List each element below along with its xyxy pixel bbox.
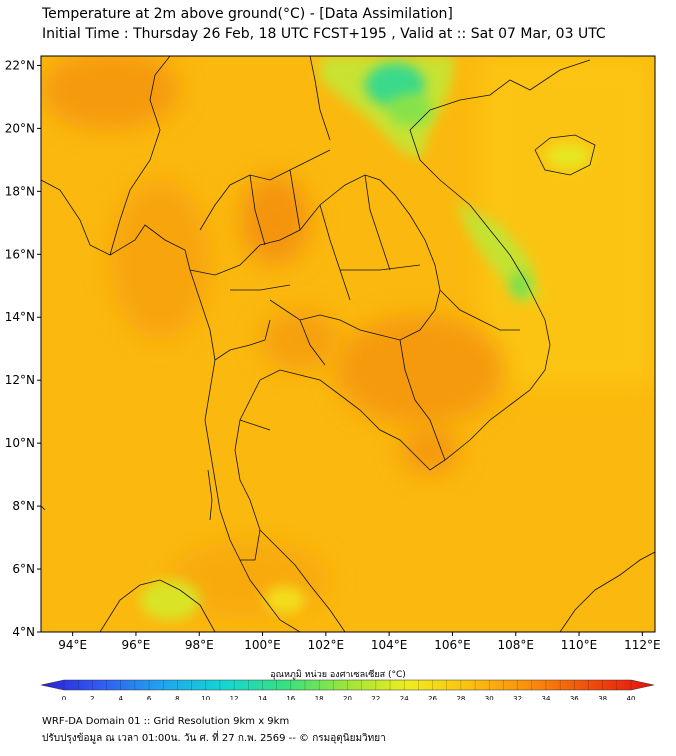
cool-zone-annamite-peak	[510, 271, 530, 299]
lat-tick-label: 12°N	[5, 373, 35, 387]
footer-updated: ปรับปรุงข้อมูล ณ เวลา 01:00น. วัน ศ. ที่…	[42, 733, 386, 744]
coast-sumatra	[99, 579, 216, 632]
cool-zone-sumatra	[140, 580, 200, 620]
map-title: Temperature at 2m above ground(°C) - [Da…	[42, 6, 453, 22]
colorbar-tick-label: 34	[541, 695, 550, 700]
colorbar-tick-label: 32	[513, 695, 522, 700]
hot-zone-cambodia	[335, 315, 505, 425]
colorbar-tick-label: 20	[343, 695, 352, 700]
colorbar-tick-label: 4	[118, 695, 123, 700]
colorbar-tick-label: 6	[147, 695, 152, 700]
field-sea-yellow	[480, 56, 655, 386]
border-cambodia-south	[399, 339, 446, 461]
colorbar-tick-label: 38	[598, 695, 607, 700]
hot-zone-north-thailand	[240, 175, 310, 265]
coast-nicobar	[41, 505, 46, 511]
lat-tick-label: 14°N	[5, 310, 35, 324]
lon-tick-label: 108°E	[497, 638, 534, 652]
lon-tick-label: 98°E	[185, 638, 214, 652]
map-subtitle: Initial Time : Thursday 26 Feb, 18 UTC F…	[42, 26, 606, 42]
border-myanmar-thailand	[214, 319, 271, 361]
lon-ticks: 94°E 96°E 98°E 100°E 102°E 104°E 106°E 108°E 110…	[58, 632, 661, 652]
lat-tick-label: 6°N	[12, 562, 35, 576]
coast-borneo	[559, 551, 655, 632]
colorbar-tick-label: 30	[485, 695, 494, 700]
lon-tick-label: 96°E	[122, 638, 151, 652]
colorbar-tick-label: 14	[258, 695, 267, 700]
colorbar-tick-label: 40	[627, 695, 636, 700]
temperature-map: 22°N 20°N 18°N 16°N 14°N 12°N 10°N 8°N 6°N 4°N 94…	[5, 55, 661, 703]
coast-andaman	[207, 469, 213, 521]
coast-malaya-west	[239, 559, 301, 632]
coast-malaya-east	[259, 529, 346, 632]
plot-frame	[40, 55, 656, 633]
coast-hainan	[534, 134, 596, 176]
border-thailand	[189, 174, 441, 341]
colorbar-tick-label: 2	[90, 695, 94, 700]
colorbar-tick-label: 24	[400, 695, 409, 700]
colorbar-tick-label: 26	[428, 695, 437, 700]
border-provinces	[230, 169, 421, 366]
lat-tick-label: 16°N	[5, 247, 35, 261]
lon-tick-label: 94°E	[58, 638, 87, 652]
hot-zone-north-myanmar	[41, 56, 180, 130]
cool-zone-ridge	[388, 94, 432, 126]
colorbar-tick-label: 12	[230, 695, 239, 700]
colorbar-label: อุณหภูมิ หน่วย องศาเซลเซียส (°C)	[270, 670, 406, 680]
coast-indochina	[234, 59, 591, 561]
cool-zone-hainan	[546, 144, 590, 168]
border-myanmar-india	[109, 56, 171, 256]
colorbar-tick-label: 10	[201, 695, 210, 700]
colorbar-tick-label: 36	[570, 695, 579, 700]
lon-tick-label: 112°E	[624, 638, 661, 652]
colorbar-ticks: 0 2 4 6 8 10 12 14 16 18 20 22 24 26 28 30 32 34 36 38 40	[62, 680, 636, 703]
colorbar-tick-label: 16	[286, 695, 295, 700]
map-container: 22°N 20°N 18°N 16°N 14°N 12°N 10°N 8°N 6°N 4°N 94…	[5, 55, 661, 703]
footer-domain: WRF-DA Domain 01 :: Grid Resolution 9km …	[42, 716, 290, 727]
lat-tick-label: 20°N	[5, 121, 35, 135]
lat-tick-label: 18°N	[5, 184, 35, 198]
border-myanmar-china	[309, 56, 331, 141]
colorbar-bar	[40, 679, 655, 691]
colorbar-tick-label: 28	[456, 695, 465, 700]
lon-tick-label: 106°E	[434, 638, 471, 652]
lon-tick-label: 104°E	[371, 638, 408, 652]
cool-zone-malaysia	[265, 586, 305, 614]
border-cambodia-vietnam	[439, 289, 520, 331]
lon-tick-label: 110°E	[561, 638, 598, 652]
coast-myanmar	[41, 179, 241, 561]
temperature-field	[41, 56, 655, 632]
lat-ticks: 22°N 20°N 18°N 16°N 14°N 12°N 10°N 8°N 6°N 4°N	[5, 58, 41, 639]
lat-tick-label: 10°N	[5, 436, 35, 450]
hot-zone-myanmar	[110, 180, 210, 340]
lat-tick-label: 8°N	[12, 499, 35, 513]
colorbar-tick-label: 18	[315, 695, 324, 700]
border-north	[199, 149, 331, 231]
colorbar-tick-label: 22	[371, 695, 380, 700]
border-peninsula	[239, 419, 271, 431]
colorbar-tick-label: 0	[62, 695, 66, 700]
lat-tick-label: 22°N	[5, 58, 35, 72]
coastlines-borders	[41, 56, 655, 632]
hot-zone-mekong	[400, 425, 460, 475]
colorbar-tick-label: 8	[175, 695, 179, 700]
hot-zone-central-thailand	[260, 310, 340, 370]
lat-tick-label: 4°N	[12, 625, 35, 639]
lon-tick-label: 100°E	[244, 638, 281, 652]
lon-tick-label: 102°E	[308, 638, 345, 652]
colorbar: 0 2 4 6 8 10 12 14 16 18 20 22 24 26 28 30 32 34 36 38 40	[40, 679, 655, 703]
